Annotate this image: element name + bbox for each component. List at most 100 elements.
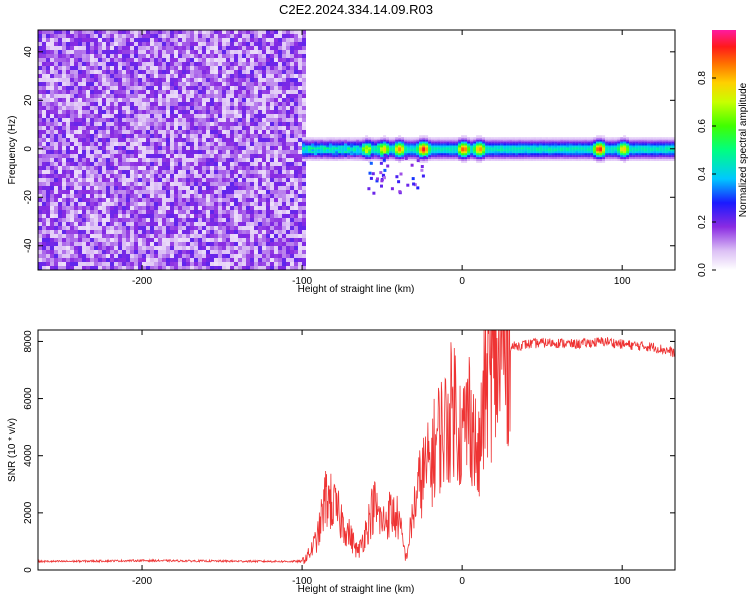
noise-cell [114, 174, 118, 178]
noise-cell [230, 166, 234, 170]
noise-cell [90, 66, 94, 70]
noise-cell [270, 78, 274, 82]
noise-cell [250, 114, 254, 118]
noise-cell [262, 126, 266, 130]
noise-cell [158, 130, 162, 134]
noise-cell [110, 58, 114, 62]
noise-cell [186, 118, 190, 122]
noise-cell [42, 134, 46, 138]
noise-cell [46, 86, 50, 90]
noise-cell [38, 30, 42, 34]
noise-cell [230, 130, 234, 134]
noise-cell [82, 134, 86, 138]
noise-cell [270, 122, 274, 126]
noise-cell [198, 178, 202, 182]
noise-cell [230, 146, 234, 150]
noise-cell [66, 218, 70, 222]
noise-cell [218, 194, 222, 198]
noise-cell [54, 226, 58, 230]
signal-cell [410, 148, 414, 152]
noise-cell [122, 254, 126, 258]
noise-cell [54, 154, 58, 158]
noise-cell [230, 186, 234, 190]
noise-cell [54, 250, 58, 254]
noise-cell [294, 118, 298, 122]
signal-cell [488, 154, 492, 158]
signal-cell [455, 150, 459, 154]
noise-cell [170, 146, 174, 150]
noise-cell [146, 70, 150, 74]
noise-cell [90, 154, 94, 158]
signal-cell [380, 146, 384, 150]
signal-cell [368, 137, 372, 140]
signal-cell [437, 150, 441, 154]
noise-cell [110, 82, 114, 86]
noise-cell [70, 258, 74, 262]
noise-cell [254, 234, 258, 238]
noise-cell [98, 178, 102, 182]
signal-cell [467, 154, 471, 158]
noise-cell [242, 122, 246, 126]
noise-cell [174, 178, 178, 182]
noise-cell [202, 58, 206, 62]
noise-cell [234, 266, 238, 270]
noise-cell [130, 230, 134, 234]
noise-cell [50, 150, 54, 154]
noise-cell [282, 226, 286, 230]
noise-cell [130, 250, 134, 254]
signal-cell [302, 152, 306, 156]
noise-cell [186, 238, 190, 242]
noise-cell [182, 38, 186, 42]
noise-cell [170, 186, 174, 190]
signal-cell [431, 141, 435, 144]
noise-cell [258, 234, 262, 238]
signal-cell [491, 148, 495, 152]
noise-cell [262, 106, 266, 110]
noise-cell [126, 230, 130, 234]
signal-cell [392, 143, 396, 146]
noise-cell [110, 42, 114, 46]
noise-cell [74, 238, 78, 242]
noise-cell [70, 86, 74, 90]
signal-cell [440, 141, 444, 144]
noise-cell [158, 118, 162, 122]
noise-cell [242, 250, 246, 254]
noise-cell [234, 130, 238, 134]
signal-cell [386, 158, 390, 161]
noise-cell [178, 186, 182, 190]
noise-cell [290, 186, 294, 190]
noise-cell [302, 78, 306, 82]
noise-cell [282, 138, 286, 142]
noise-cell [102, 90, 106, 94]
noise-cell [246, 174, 250, 178]
signal-cell [347, 148, 351, 152]
signal-cell [488, 158, 492, 161]
noise-cell [294, 166, 298, 170]
noise-cell [38, 86, 42, 90]
noise-cell [222, 170, 226, 174]
noise-cell [206, 222, 210, 226]
signal-cell [533, 141, 537, 144]
noise-cell [294, 106, 298, 110]
noise-cell [46, 134, 50, 138]
signal-cell [398, 156, 402, 159]
noise-cell [54, 178, 58, 182]
signal-cell [494, 148, 498, 152]
noise-cell [70, 114, 74, 118]
noise-cell [162, 94, 166, 98]
noise-cell [242, 54, 246, 58]
noise-cell [138, 210, 142, 214]
noise-cell [274, 266, 278, 270]
noise-cell [190, 130, 194, 134]
signal-cell [467, 156, 471, 159]
signal-cell [491, 146, 495, 150]
noise-cell [254, 38, 258, 42]
signal-cell [476, 160, 480, 163]
noise-cell [130, 254, 134, 258]
noise-cell [38, 94, 42, 98]
noise-cell [158, 258, 162, 262]
noise-cell [46, 122, 50, 126]
signal-cell [419, 139, 423, 142]
noise-cell [162, 30, 166, 34]
noise-cell [82, 110, 86, 114]
